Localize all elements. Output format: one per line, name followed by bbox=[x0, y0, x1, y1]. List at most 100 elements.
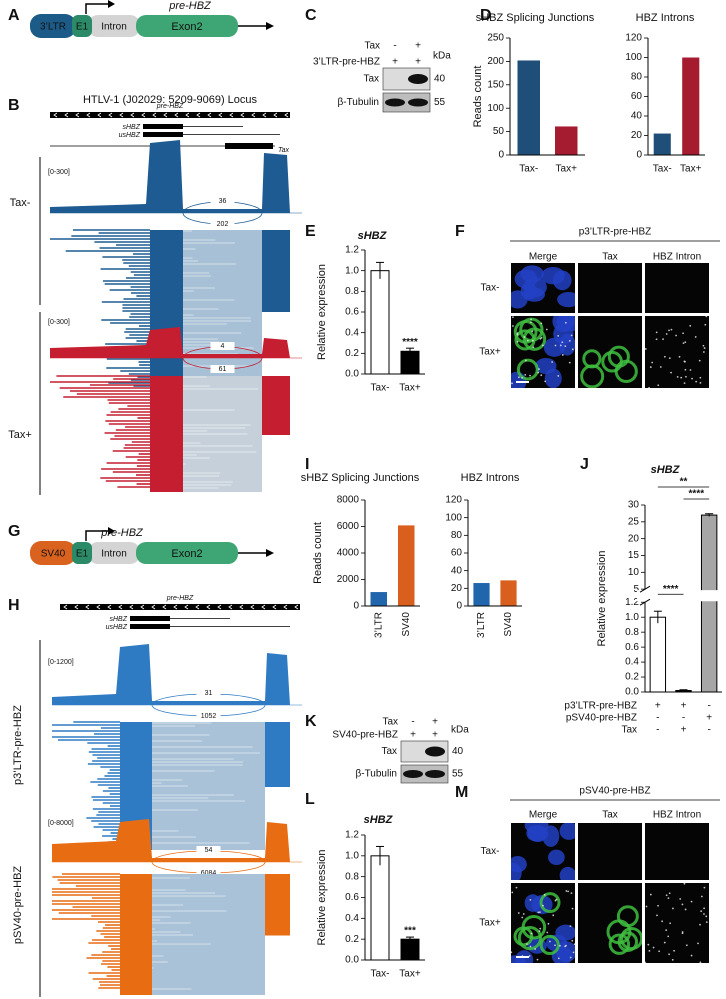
intron-dot bbox=[512, 316, 514, 319]
gene-label: sHBZ bbox=[110, 616, 128, 623]
intron-dot bbox=[702, 344, 705, 347]
intron-dot bbox=[669, 922, 672, 925]
y-tick-label: 0.0 bbox=[345, 955, 359, 966]
intron-dot bbox=[571, 939, 574, 942]
strand-chevron bbox=[130, 112, 135, 118]
intron-dot bbox=[531, 330, 534, 333]
intron-dot bbox=[685, 944, 688, 947]
intron-dot bbox=[541, 344, 544, 347]
blot-band bbox=[385, 98, 405, 107]
micrograph bbox=[578, 263, 642, 313]
band-label: β-Tubulin bbox=[355, 769, 397, 780]
blot-sign: + bbox=[432, 717, 438, 728]
condition-sign: - bbox=[707, 725, 710, 736]
imaging-title: pSV40-pre-HBZ bbox=[579, 786, 650, 797]
nucleus bbox=[551, 946, 573, 963]
y-tick-label: 250 bbox=[487, 33, 504, 44]
strand-chevron bbox=[118, 604, 123, 610]
strand-chevron bbox=[207, 112, 212, 118]
intron-dot bbox=[665, 894, 668, 897]
junction-count: 4 bbox=[221, 343, 225, 350]
panel-letter: B bbox=[8, 97, 20, 114]
panel-letter: G bbox=[8, 523, 20, 540]
arrow-head bbox=[266, 549, 274, 557]
y-tick-label: 20 bbox=[631, 130, 643, 141]
column-label: Tax bbox=[602, 810, 618, 821]
y-tick-label: 0.4 bbox=[345, 913, 359, 924]
intron-dot bbox=[673, 949, 675, 952]
label-bg bbox=[196, 846, 221, 854]
intron-dot bbox=[668, 892, 671, 895]
x-tick-label: Tax- bbox=[653, 164, 672, 175]
intron-dot bbox=[651, 361, 654, 364]
image-background bbox=[645, 823, 709, 880]
y-tick-label: 0 bbox=[498, 150, 504, 161]
y-tick-label: 1.0 bbox=[345, 265, 359, 276]
intron bbox=[88, 15, 140, 37]
strand-chevron bbox=[119, 112, 124, 118]
intron-dot bbox=[681, 903, 684, 906]
y-tick-label: 0.0 bbox=[345, 369, 359, 380]
bar bbox=[500, 580, 517, 606]
y-tick-label: 0.2 bbox=[345, 934, 359, 945]
intron-dot bbox=[561, 341, 564, 344]
axis-break-gap bbox=[637, 590, 724, 602]
intron-dot bbox=[702, 351, 705, 353]
track-range: [0-1200] bbox=[48, 659, 74, 666]
track-label: p3’LTR-pre-HBZ bbox=[12, 705, 24, 785]
strand-chevron bbox=[273, 112, 278, 118]
significance: **** bbox=[402, 337, 418, 348]
band-label: β-Tubulin bbox=[337, 97, 379, 108]
reads-exon2 bbox=[262, 230, 290, 312]
y-tick-label: 4000 bbox=[337, 548, 360, 559]
y-tick-label: 1.0 bbox=[345, 850, 359, 861]
gene-spliced bbox=[130, 616, 170, 621]
intron-dot bbox=[648, 386, 650, 388]
x-tick-label: Tax- bbox=[371, 969, 390, 980]
nucleus bbox=[520, 282, 537, 300]
chart-title: HBZ Introns bbox=[636, 12, 695, 24]
intron-dot bbox=[557, 957, 560, 960]
intron-dot bbox=[668, 329, 670, 332]
promoter-label: SV40 bbox=[41, 549, 66, 560]
intron-dot bbox=[647, 943, 650, 946]
strand-chevron bbox=[151, 604, 156, 610]
blot-membrane bbox=[400, 764, 449, 784]
intron-dot bbox=[678, 355, 681, 358]
y-tick-label: 1.0 bbox=[625, 612, 639, 623]
intron-dot bbox=[557, 335, 560, 337]
intron-dot bbox=[511, 891, 514, 894]
track-range: [0-300] bbox=[48, 169, 70, 176]
intron-dot bbox=[559, 944, 561, 947]
promoter-label: 3’LTR bbox=[40, 22, 66, 33]
image-background bbox=[645, 316, 709, 388]
intron-dot bbox=[540, 322, 543, 325]
strand-chevron bbox=[85, 604, 90, 610]
intron-dot bbox=[700, 895, 703, 898]
y-tick-label: 6000 bbox=[337, 521, 360, 532]
strand-chevron bbox=[108, 112, 113, 118]
intron-dot bbox=[690, 900, 693, 903]
junction-count: 202 bbox=[217, 221, 229, 228]
y-tick-label: 0.6 bbox=[345, 307, 359, 318]
chart-title: sHBZ Splicing Junctions bbox=[476, 12, 595, 24]
intron-dot bbox=[543, 893, 546, 896]
bar bbox=[370, 270, 390, 375]
junction-count: 6084 bbox=[201, 870, 217, 877]
intron-dot bbox=[569, 956, 572, 959]
nucleus bbox=[552, 270, 572, 291]
strand-chevron bbox=[64, 112, 69, 118]
intron-dot bbox=[670, 371, 672, 374]
intron-dot bbox=[697, 942, 699, 945]
strand-chevron bbox=[97, 112, 102, 118]
blot-sign: + bbox=[392, 57, 398, 68]
intron-dot bbox=[691, 377, 693, 380]
y-tick-label: 0.2 bbox=[625, 672, 639, 683]
strand-chevron bbox=[74, 604, 79, 610]
blot-condition: SV40-pre-HBZ bbox=[332, 730, 398, 741]
intron-dot bbox=[530, 318, 532, 321]
intron-dot bbox=[530, 321, 532, 324]
reads-exon1 bbox=[120, 874, 152, 995]
intron-dot bbox=[554, 344, 557, 347]
intron-dot bbox=[557, 375, 560, 377]
